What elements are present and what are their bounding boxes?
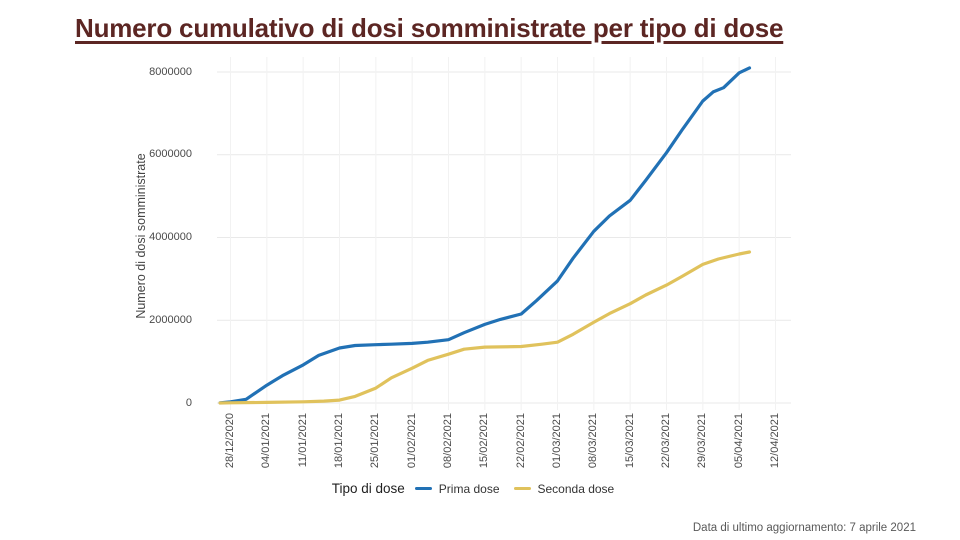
prima-dose-line: [218, 66, 752, 405]
x-tick-label: 08/02/2021: [442, 413, 454, 469]
x-tick-label: 29/03/2021: [696, 413, 709, 469]
x-tick-label: 08/03/2021: [587, 413, 600, 469]
x-tick-label: 22/02/2021: [514, 413, 527, 469]
x-tick-label: 22/03/2021: [660, 413, 672, 469]
legend-item-prima-dose: Prima dose: [414, 481, 500, 496]
y-tick-label: 8000000: [149, 65, 192, 78]
y-tick-label: 2000000: [149, 313, 192, 326]
x-tick-label: 01/02/2021: [405, 413, 418, 469]
x-tick-label: 12/04/2021: [769, 413, 781, 469]
legend-item-seconda-dose: Seconda dose: [513, 481, 615, 496]
x-tick-label: 04/01/2021: [260, 413, 273, 469]
x-tick-label: 15/03/2021: [623, 413, 636, 469]
last-update-note: Data di ultimo aggiornamento: 7 aprile 2…: [692, 522, 916, 534]
y-tick-label: 4000000: [149, 231, 192, 243]
legend-line-swatch: [414, 486, 432, 491]
x-tick-label: 01/03/2021: [551, 413, 563, 469]
chart-title: Numero cumulativo di dosi somministrate …: [75, 13, 784, 43]
legend-label: Seconda dose: [537, 481, 615, 496]
legend-line-swatch: [513, 486, 531, 491]
x-tick-label: 25/01/2021: [369, 413, 382, 469]
seconda-dose-line: [218, 250, 752, 405]
legend-items: Prima dose Seconda dose: [414, 481, 628, 496]
legend-label: Prima dose: [438, 481, 500, 496]
y-tick-label: 6000000: [149, 148, 192, 161]
y-tick-label: 0: [185, 396, 192, 409]
x-tick-label: 11/01/2021: [296, 413, 309, 468]
x-tick-label: 28/12/2020: [224, 413, 236, 469]
x-tick-label: 05/04/2021: [732, 413, 745, 469]
legend-title: Tipo di dose: [331, 481, 405, 496]
x-tick-label: 15/02/2021: [478, 413, 491, 469]
chart-legend: Tipo di dose Prima dose Seconda dose: [0, 481, 960, 496]
x-tick-label: 18/01/2021: [333, 413, 345, 469]
